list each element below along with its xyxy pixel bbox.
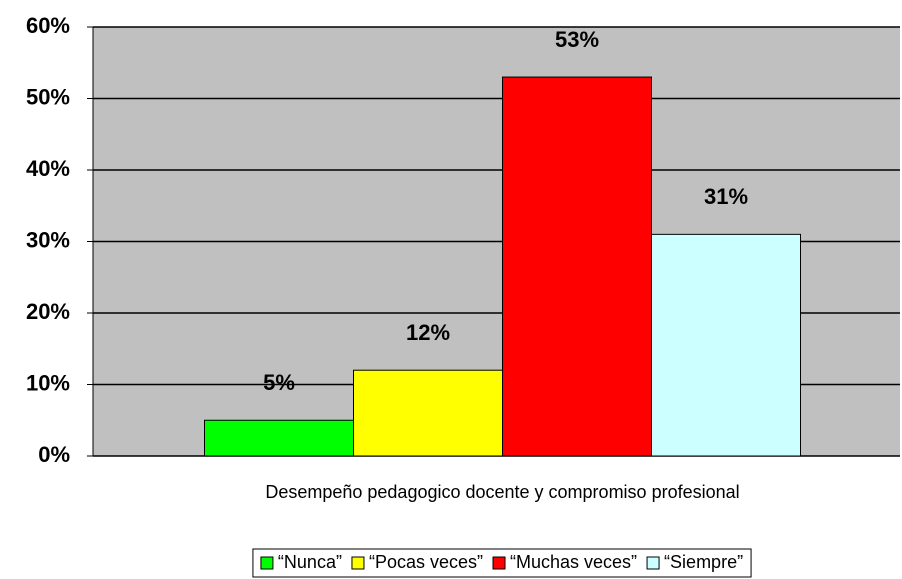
legend-swatch <box>351 556 365 570</box>
y-tick-label: 50% <box>26 84 70 109</box>
bar <box>204 419 354 457</box>
value-label: 31% <box>704 184 748 209</box>
y-tick-label: 0% <box>38 442 70 467</box>
legend-label: “Siempre” <box>664 552 743 572</box>
y-tick-label: 60% <box>26 13 70 38</box>
bar <box>651 233 801 457</box>
bar <box>353 369 503 457</box>
legend-swatch <box>492 556 506 570</box>
y-tick-label: 30% <box>26 227 70 252</box>
legend-label: “Muchas veces” <box>510 552 637 572</box>
bar <box>502 76 652 457</box>
x-tick-label: Desempeño pedagogico docente y compromis… <box>265 482 739 502</box>
y-tick-label: 10% <box>26 370 70 395</box>
y-tick-label: 40% <box>26 156 70 181</box>
value-label: 53% <box>555 27 599 52</box>
legend: “Nunca” “Pocas veces” “Muchas veces” “Siemp… <box>252 548 752 578</box>
legend-label: “Pocas veces” <box>369 552 483 572</box>
legend-label: “Nunca” <box>278 552 342 572</box>
value-label: 12% <box>406 320 450 345</box>
legend-swatch <box>646 556 660 570</box>
legend-swatch <box>260 556 274 570</box>
value-label: 5% <box>263 370 295 395</box>
y-tick-label: 20% <box>26 299 70 324</box>
